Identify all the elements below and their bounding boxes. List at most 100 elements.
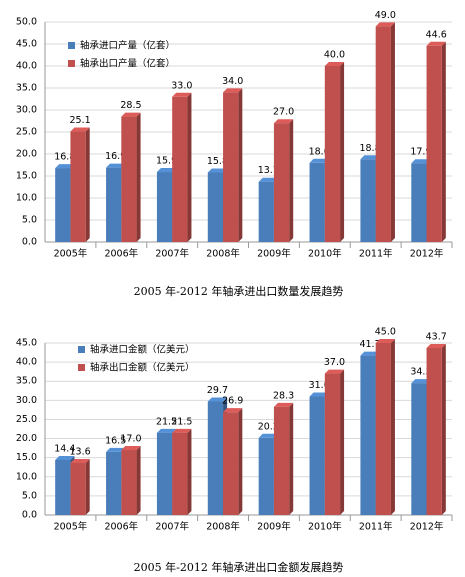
x-tick-label: 2007年 (155, 248, 189, 260)
data-label: 37.0 (324, 357, 345, 368)
bar (426, 45, 442, 243)
data-label: 29.7 (207, 385, 228, 396)
data-label: 15.8 (207, 156, 228, 167)
data-label: 28.3 (273, 390, 294, 401)
data-label: 17.9 (410, 147, 431, 158)
bar (324, 373, 341, 515)
bar (121, 116, 137, 242)
bar (360, 159, 376, 242)
bar-top (156, 428, 177, 433)
bar-side (187, 92, 192, 242)
bar (309, 162, 325, 242)
bar-top (426, 343, 446, 348)
bar-side (85, 459, 90, 515)
y-tick-label: 5.0 (22, 490, 37, 501)
y-tick-label: 40.0 (16, 61, 37, 72)
bar-top (106, 447, 126, 452)
x-tick-label: 2007年 (155, 521, 189, 533)
bar-top (207, 168, 228, 173)
bar (55, 168, 71, 242)
bar (258, 437, 274, 515)
y-tick-label: 25.0 (16, 127, 37, 138)
bar (172, 432, 188, 515)
y-tick-label: 0.0 (22, 237, 37, 248)
bar (223, 412, 239, 515)
data-label: 18.0 (309, 146, 330, 157)
x-tick-label: 2012年 (410, 248, 444, 260)
data-label: 43.7 (426, 331, 447, 342)
bar-side (390, 22, 395, 243)
x-tick-label: 2005年 (54, 248, 88, 260)
data-label: 26.9 (222, 396, 243, 407)
data-label: 16.9 (105, 151, 126, 162)
data-label: 34.5 (410, 367, 431, 378)
data-label: 17.0 (120, 434, 141, 445)
x-tick-label: 2006年 (104, 248, 138, 260)
bar-top (273, 402, 294, 407)
data-label: 34.0 (222, 76, 243, 87)
chart-title: 2005 年-2012 年轴承进出口数量发展趋势 (134, 284, 344, 298)
x-tick-label: 2009年 (257, 248, 291, 260)
y-tick-label: 20.0 (16, 433, 37, 444)
bar (156, 432, 173, 515)
x-tick-label: 2009年 (257, 521, 291, 533)
data-label: 45.0 (375, 327, 396, 338)
bar-top (55, 164, 75, 169)
bar-top (360, 351, 380, 356)
data-label: 28.5 (120, 100, 141, 111)
y-tick-label: 25.0 (16, 414, 37, 425)
bar-side (340, 369, 345, 515)
data-label: 14.4 (54, 443, 75, 454)
bar-side (390, 339, 395, 515)
bar-top (172, 428, 192, 433)
bar-top (309, 158, 329, 163)
bar-top (258, 177, 278, 182)
bar (273, 123, 290, 242)
y-tick-label: 10.0 (16, 471, 37, 482)
bar (375, 343, 391, 515)
x-tick-label: 2011年 (359, 248, 393, 260)
y-tick-label: 50.0 (16, 17, 37, 28)
data-label: 33.0 (171, 80, 192, 91)
bar (309, 396, 325, 515)
bar-top (207, 397, 228, 402)
x-tick-label: 2006年 (104, 521, 138, 533)
bar-side (187, 428, 192, 515)
y-tick-label: 35.0 (16, 83, 37, 94)
y-tick-label: 15.0 (16, 171, 37, 182)
y-tick-label: 0.0 (22, 510, 37, 521)
bar-top (55, 455, 75, 460)
x-tick-label: 2011年 (359, 521, 393, 533)
bar (324, 66, 341, 242)
data-label: 15.9 (156, 156, 177, 167)
legend-label: 轴承出口金额（亿美元） (90, 362, 195, 374)
x-tick-label: 2008年 (206, 521, 240, 533)
y-tick-label: 35.0 (16, 376, 37, 387)
bar (273, 406, 290, 515)
bar-top (121, 112, 141, 117)
bar-top (258, 433, 278, 438)
bar (411, 163, 427, 242)
bar-top (273, 119, 294, 124)
bar-top (223, 408, 243, 413)
bar-side (340, 62, 345, 242)
bar (223, 92, 239, 243)
bar-top (375, 339, 395, 343)
legend-label: 轴承出口产量（亿套） (80, 58, 175, 70)
bar-top (309, 392, 329, 397)
data-label: 13.7 (258, 165, 279, 176)
bar (172, 96, 188, 242)
data-label: 16.8 (54, 152, 75, 163)
bar (207, 172, 224, 242)
legend-swatch (78, 346, 85, 353)
data-label: 49.0 (375, 10, 396, 21)
bar-top (324, 62, 345, 66)
x-tick-label: 2010年 (308, 248, 342, 260)
bar (121, 450, 137, 515)
data-label: 40.0 (324, 50, 345, 61)
data-label: 13.6 (69, 447, 90, 458)
data-label: 27.0 (273, 107, 294, 118)
bar-top (70, 127, 90, 132)
bar-side (85, 127, 90, 242)
y-tick-label: 30.0 (16, 395, 37, 406)
